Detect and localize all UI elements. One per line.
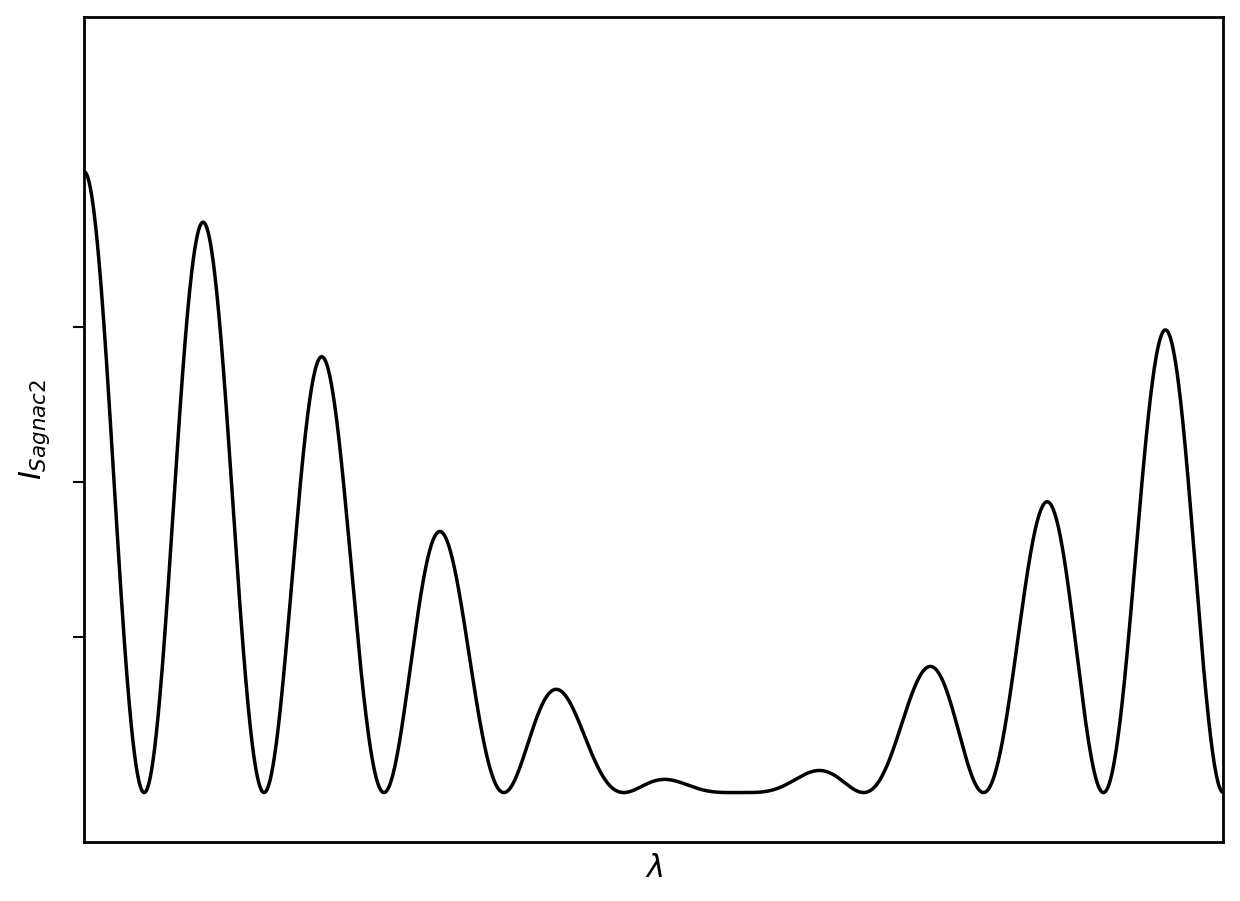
X-axis label: $\lambda$: $\lambda$ — [645, 853, 663, 885]
Y-axis label: $I_{Sagnac2}$: $I_{Sagnac2}$ — [16, 379, 52, 480]
